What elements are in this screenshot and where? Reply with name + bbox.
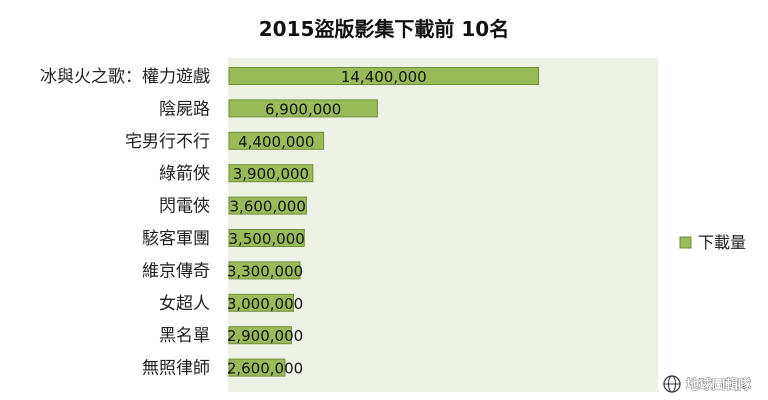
category-label: 無照律師 [142,359,210,379]
category-label: 女超人 [159,294,210,314]
category-label: 綠箭俠 [159,164,210,184]
category-label: 陰屍路 [159,99,210,119]
data-label: 14,400,000 [341,68,427,86]
data-label: 4,400,000 [238,133,314,151]
bar [228,293,294,312]
data-label: 6,900,000 [265,100,341,118]
data-label: 3,000,000 [227,295,303,313]
data-label: 3,500,000 [228,230,304,248]
watermark-text: 地球圖輯隊 [686,377,752,393]
bar [228,229,305,247]
category-label: 黑名單 [159,326,210,346]
bar [228,67,540,85]
bar [228,196,307,215]
data-label: 2,600,000 [227,360,303,378]
bar [228,164,314,183]
bar [228,131,325,150]
watermark: 地球圖輯隊 [663,375,752,393]
bar [228,358,286,377]
category-label: 宅男行不行 [125,132,210,152]
category-label: 閃電俠 [159,197,210,217]
category-label: 駭客軍團 [142,229,210,249]
data-label: 3,300,000 [227,262,303,280]
chart-title: 2015盜版影集下載前 10名 [259,17,509,41]
bar [228,99,378,118]
bar [228,326,292,345]
bar [228,261,301,280]
legend: 下載量 [679,233,746,252]
data-label: 3,600,000 [230,198,306,216]
data-label: 3,900,000 [233,165,309,183]
globe-icon [663,375,681,393]
legend-label: 下載量 [698,233,746,252]
legend-swatch [679,236,692,249]
category-label: 冰與火之歌：權力遊戲 [40,67,210,87]
category-label: 維京傳奇 [142,261,210,281]
data-label: 2,900,000 [227,327,303,345]
